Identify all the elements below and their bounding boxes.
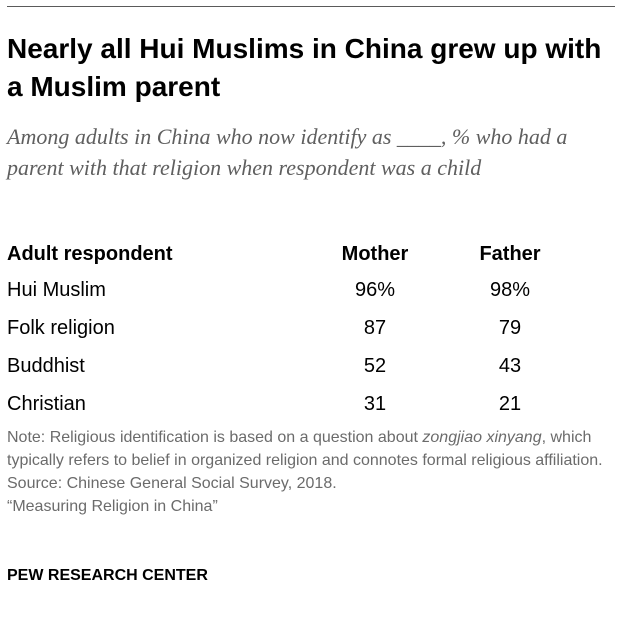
parent-religion-table: Adult respondent Mother Father Hui Musli…	[7, 237, 577, 423]
father-cell: 43	[498, 354, 522, 377]
table-row-christian: Christian 31 21	[7, 385, 577, 423]
father-cell: 98%	[489, 278, 531, 301]
mother-cell: 96%	[354, 278, 396, 301]
subtitle: Among adults in China who now identify a…	[7, 124, 568, 180]
brand-logo-text: PEW RESEARCH CENTER	[7, 567, 208, 584]
table-row-folk-religion: Folk religion 87 79	[7, 309, 577, 347]
report-title: “Measuring Religion in China”	[7, 498, 218, 515]
table-row-buddhist: Buddhist 52 43	[7, 347, 577, 385]
respondent-cell: Buddhist	[7, 354, 85, 377]
column-header-father: Father	[479, 242, 541, 265]
respondent-cell: Hui Muslim	[7, 278, 106, 301]
mother-cell: 31	[363, 392, 387, 415]
mother-cell: 52	[363, 354, 387, 377]
note-term: zongjiao xinyang	[422, 429, 542, 446]
footnotes: Note: Religious identification is based …	[7, 426, 613, 518]
page-title: Nearly all Hui Muslims in China grew up …	[7, 33, 602, 102]
mother-cell: 87	[363, 316, 387, 339]
note-text: Note: Religious identification is based …	[7, 426, 613, 472]
top-rule	[7, 6, 615, 7]
table-header-row: Adult respondent Mother Father	[7, 237, 577, 271]
column-header-respondent: Adult respondent	[7, 242, 173, 265]
note-suffix: , which typically refers to belief in or…	[7, 429, 603, 469]
father-cell: 21	[498, 392, 522, 415]
respondent-cell: Folk religion	[7, 316, 115, 339]
note-prefix: Note: Religious identification is based …	[7, 429, 423, 446]
source-text: Source: Chinese General Social Survey, 2…	[7, 475, 337, 492]
respondent-cell: Christian	[7, 392, 86, 415]
table-row-hui-muslim: Hui Muslim 96% 98%	[7, 271, 577, 309]
father-cell: 79	[498, 316, 522, 339]
column-header-mother: Mother	[341, 242, 409, 265]
